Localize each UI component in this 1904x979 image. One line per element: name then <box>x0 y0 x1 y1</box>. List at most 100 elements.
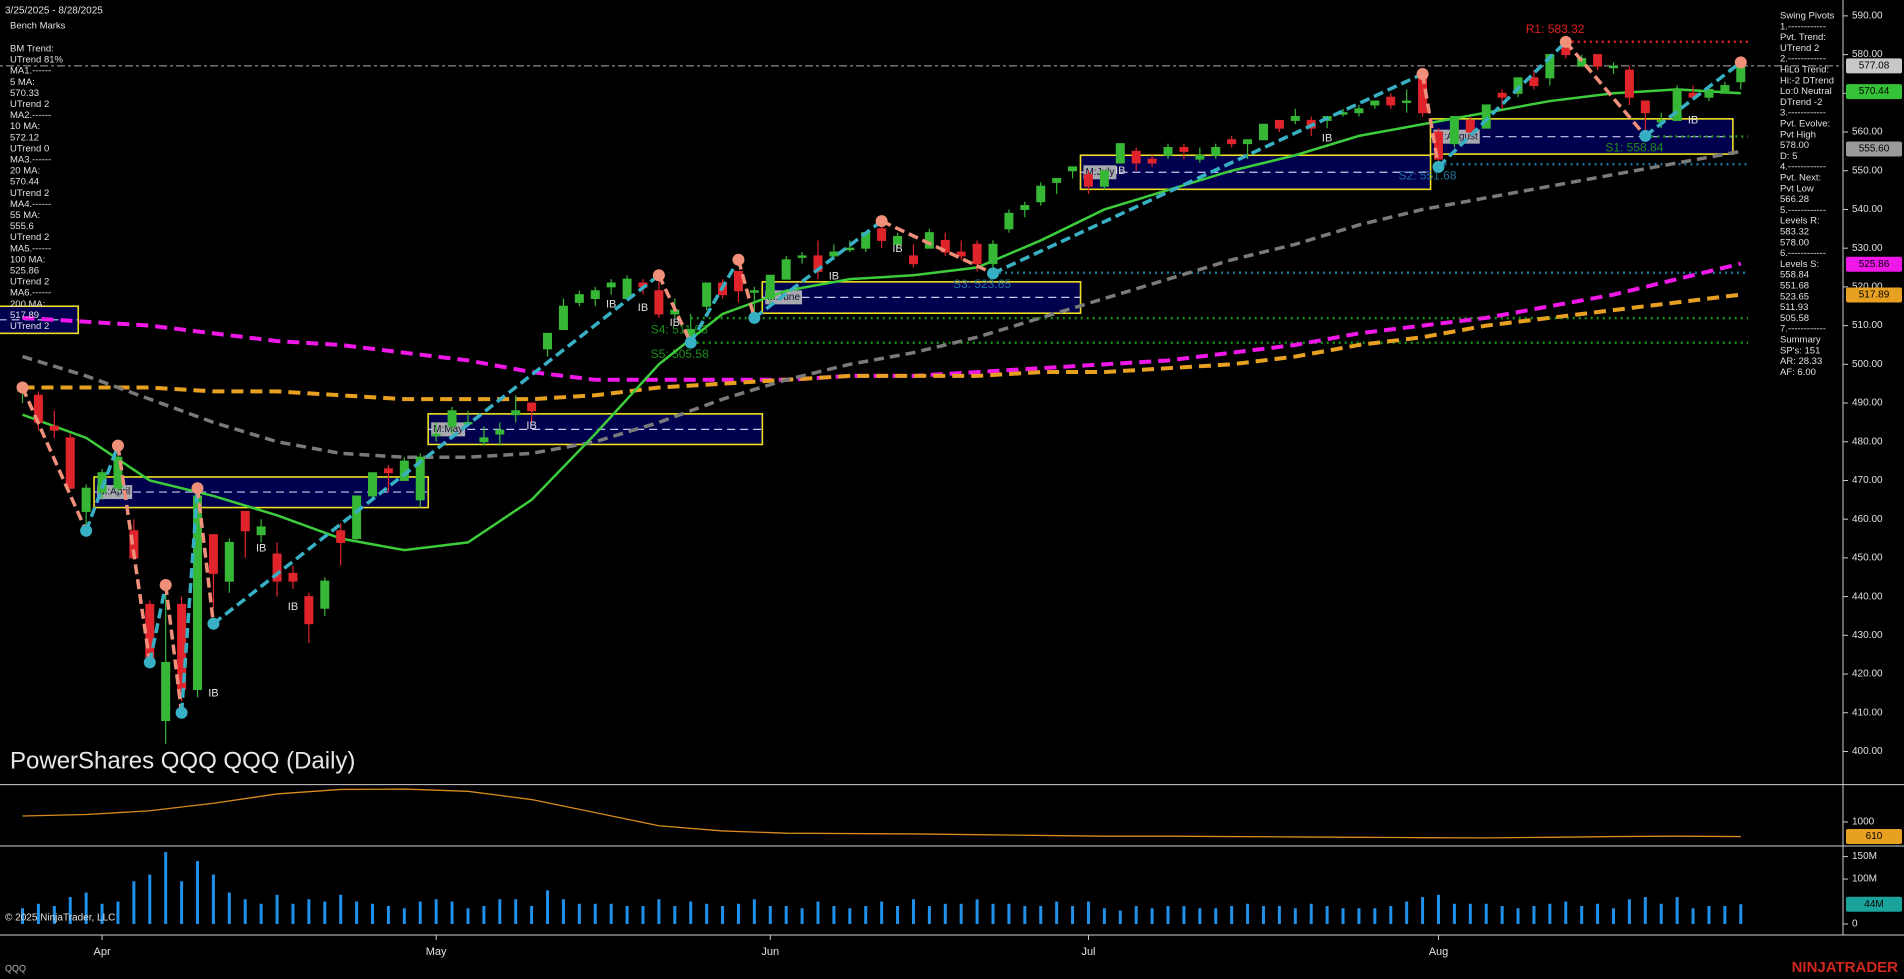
y-tick-label: 150M <box>1852 851 1877 862</box>
volume-bar <box>1739 904 1743 924</box>
swing-pivot <box>732 253 745 266</box>
swing-leg <box>148 584 168 663</box>
swing-pivot <box>1559 35 1572 48</box>
candle-body <box>320 580 330 609</box>
swing-leg <box>20 386 88 532</box>
swing-leg <box>84 445 120 532</box>
volume-bar <box>1309 903 1313 924</box>
ib-label: IB <box>1688 114 1698 126</box>
pivot-level-label: S5: 505.58 <box>651 347 709 361</box>
candle-body <box>797 255 807 258</box>
candle-body <box>1068 166 1078 172</box>
volume-bar <box>164 852 168 924</box>
candle-body <box>1672 88 1682 121</box>
swing-pivot-line: Pvt. Next: <box>1780 173 1821 184</box>
swing-pivot-line: 7.------------ <box>1780 324 1826 335</box>
swing-pivot-line: 578.00 <box>1780 140 1809 151</box>
swing-leg <box>992 72 1424 275</box>
volume-bar <box>1071 906 1075 924</box>
candle-body <box>1513 77 1523 94</box>
swing-leg <box>657 274 693 344</box>
candle-body <box>1402 100 1412 104</box>
volume-bar <box>514 899 518 924</box>
candle-body <box>1274 119 1284 129</box>
swing-pivot <box>652 269 665 282</box>
volume-bar <box>1532 906 1536 924</box>
benchmark-line: UTrend 2 <box>10 232 49 243</box>
volume-bar <box>36 903 40 924</box>
volume-bar <box>323 901 327 924</box>
candle-body <box>1736 65 1746 83</box>
benchmark-line: 525.86 <box>10 266 39 277</box>
volume-bar <box>1468 903 1472 924</box>
benchmark-line: MA2.------ <box>10 110 51 121</box>
volume-bar <box>1182 906 1186 924</box>
candle-body <box>383 468 393 474</box>
volume-bar <box>1596 903 1600 924</box>
volume-bar <box>641 906 645 924</box>
y-tick-label: 540.00 <box>1852 204 1883 215</box>
benchmark-line: 517.89 <box>10 310 39 321</box>
price-tag <box>1846 58 1902 74</box>
y-tick-label: 450.00 <box>1852 553 1883 564</box>
volume-bar <box>307 899 311 924</box>
benchmark-line: UTrend 2 <box>10 277 49 288</box>
swing-leg <box>880 219 994 275</box>
candle-body <box>304 596 314 625</box>
volume-bar <box>832 906 836 924</box>
volume-bar <box>418 901 422 924</box>
benchmark-line: UTrend 2 <box>10 188 49 199</box>
benchmark-line: BM Trend: <box>10 44 54 55</box>
candle-body <box>956 251 966 257</box>
y-tick-label: 490.00 <box>1852 398 1883 409</box>
candle-body <box>288 572 298 582</box>
volume-bar <box>100 903 104 924</box>
volume-bar <box>943 903 947 924</box>
volume-bar <box>498 899 502 924</box>
candle-body <box>877 228 887 241</box>
volume-bar <box>609 903 613 924</box>
y-tick-label: 480.00 <box>1852 436 1883 447</box>
swing-leg <box>116 445 152 663</box>
volume-bar <box>784 906 788 924</box>
indicator-line <box>22 788 1741 839</box>
volume-bar <box>736 903 740 924</box>
candle-body <box>1036 185 1046 203</box>
candle-body <box>1099 170 1109 187</box>
swing-pivot-line: Pvt. Evolve: <box>1780 119 1830 130</box>
volume-bar <box>211 874 215 924</box>
candle-body <box>368 472 378 497</box>
swing-pivot-line: 3.------------ <box>1780 108 1826 119</box>
volume-bar <box>148 874 152 924</box>
volume-bar <box>673 906 677 924</box>
volume-bar <box>1675 897 1679 924</box>
y-tick-label: 500.00 <box>1852 359 1883 370</box>
swing-pivot-line: 578.00 <box>1780 237 1809 248</box>
swing-pivot-line: 551.68 <box>1780 281 1809 292</box>
volume-bar <box>577 903 581 924</box>
candle-body <box>49 425 59 431</box>
volume-bar <box>466 908 470 924</box>
volume-bar <box>84 892 88 924</box>
candle-body <box>702 282 712 307</box>
volume-bar <box>1166 906 1170 924</box>
volume-bar <box>1405 901 1409 924</box>
swing-leg <box>1420 73 1441 168</box>
volume-bar <box>1341 908 1345 924</box>
candle-body <box>1004 212 1014 230</box>
ib-label: IB <box>638 302 648 314</box>
ib-label: IB <box>829 271 839 283</box>
volume-bar <box>386 906 390 924</box>
candle-body <box>1258 123 1268 141</box>
volume-bar <box>1516 908 1520 924</box>
swing-leg <box>1644 60 1742 138</box>
volume-bar <box>52 906 56 924</box>
candle-body <box>1529 77 1539 87</box>
swing-pivot-line: HiLo Trend: <box>1780 65 1829 76</box>
candle-body <box>908 255 918 265</box>
volume-bar <box>371 903 375 924</box>
swing-leg <box>689 258 740 344</box>
candle-body <box>654 290 664 315</box>
plot-layer: 400.00 410.00 420.00 430.00 440.00 450.00 460.… <box>0 11 1902 958</box>
